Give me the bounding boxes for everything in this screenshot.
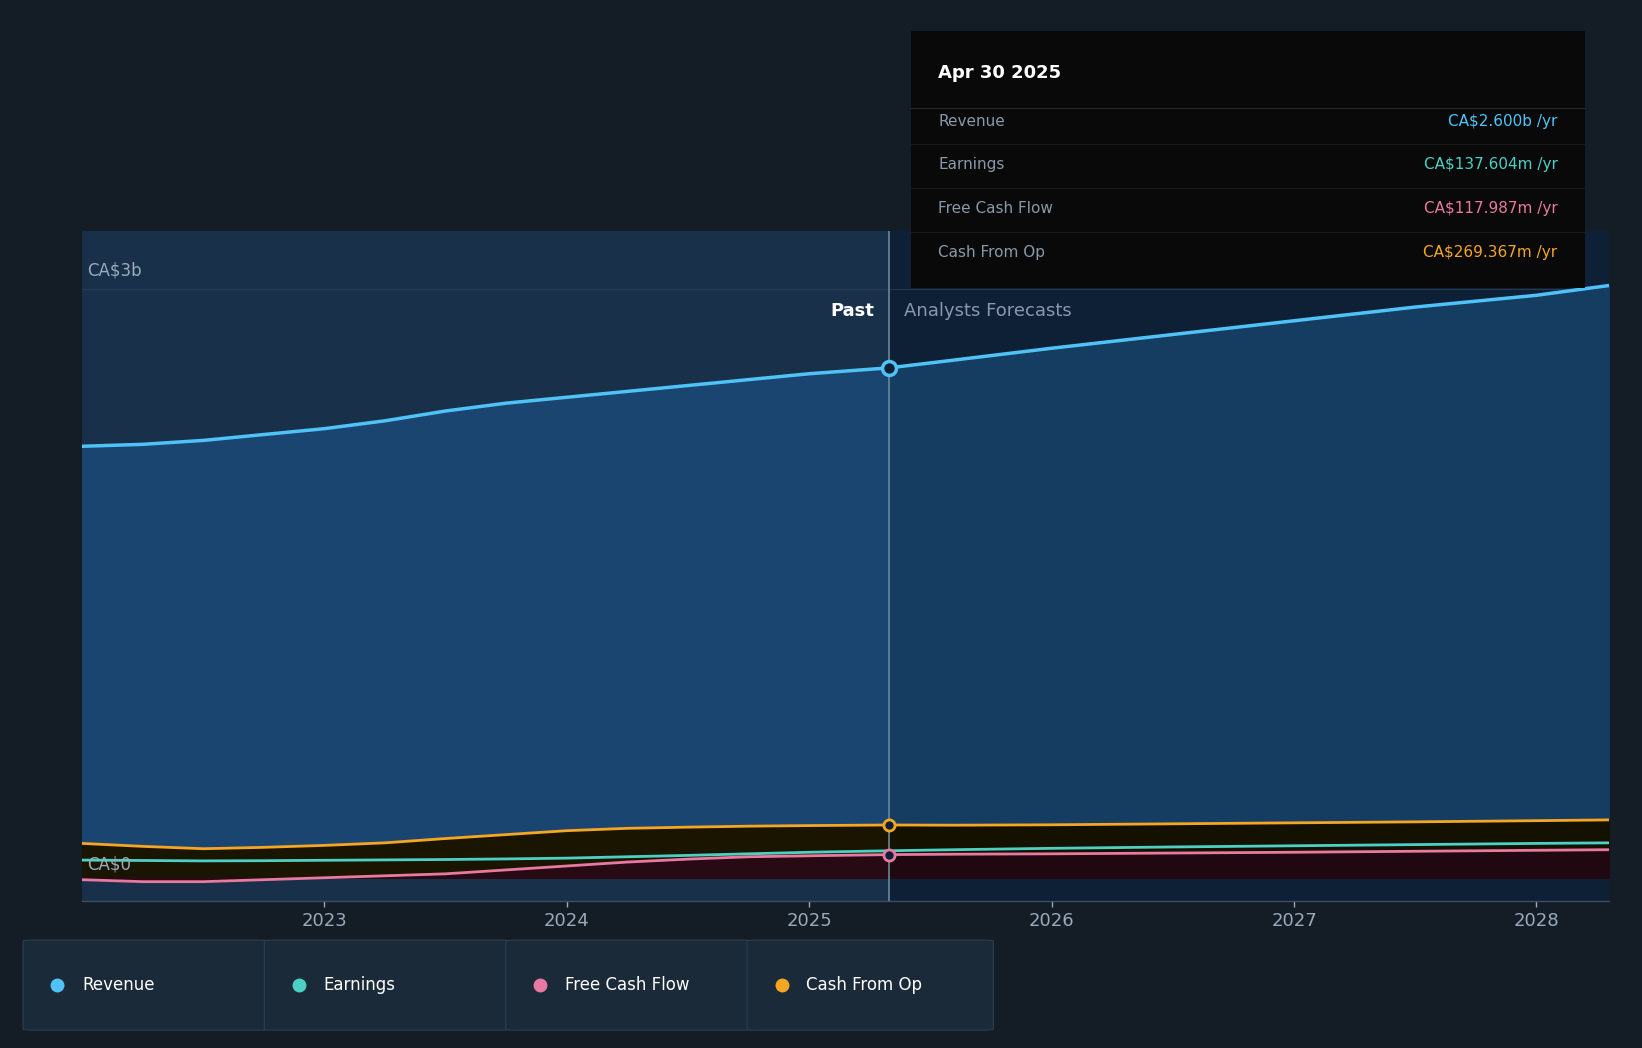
Text: CA$137.604m /yr: CA$137.604m /yr: [1424, 157, 1558, 173]
Text: Free Cash Flow: Free Cash Flow: [938, 201, 1053, 216]
Text: Cash From Op: Cash From Op: [806, 976, 923, 995]
Text: Earnings: Earnings: [938, 157, 1005, 173]
Text: Free Cash Flow: Free Cash Flow: [565, 976, 690, 995]
Text: Analysts Forecasts: Analysts Forecasts: [903, 302, 1072, 320]
Text: Cash From Op: Cash From Op: [938, 245, 1046, 260]
Text: CA$269.367m /yr: CA$269.367m /yr: [1424, 245, 1558, 260]
FancyBboxPatch shape: [506, 940, 752, 1030]
Text: Revenue: Revenue: [938, 114, 1005, 129]
Text: CA$2.600b /yr: CA$2.600b /yr: [1448, 114, 1558, 129]
Text: Earnings: Earnings: [323, 976, 396, 995]
FancyBboxPatch shape: [747, 940, 993, 1030]
Bar: [82, 231, 890, 901]
FancyBboxPatch shape: [264, 940, 511, 1030]
Text: Apr 30 2025: Apr 30 2025: [938, 64, 1061, 82]
Text: CA$3b: CA$3b: [87, 262, 141, 280]
Text: CA$0: CA$0: [87, 856, 131, 874]
FancyBboxPatch shape: [23, 940, 269, 1030]
Text: CA$117.987m /yr: CA$117.987m /yr: [1424, 201, 1558, 216]
Text: Past: Past: [831, 302, 875, 320]
Text: Revenue: Revenue: [82, 976, 154, 995]
